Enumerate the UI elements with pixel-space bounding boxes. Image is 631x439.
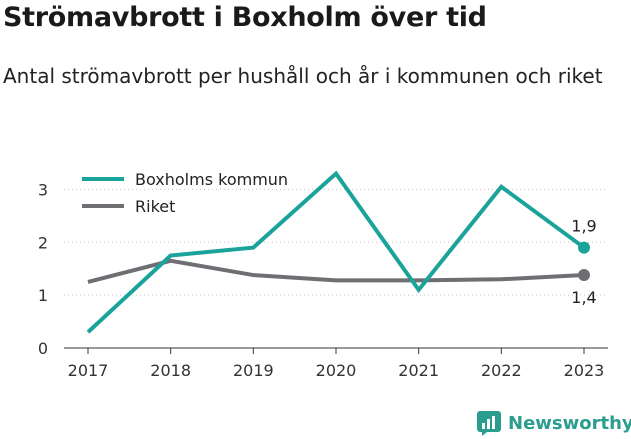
- y-tick-label: 2: [38, 233, 48, 252]
- x-tick-label: 2022: [481, 361, 522, 380]
- series-line-riket: [87, 258, 585, 284]
- series-end-point-riket: [578, 269, 590, 282]
- x-tick-label: 2023: [564, 361, 605, 380]
- legend-label: Riket: [135, 197, 175, 216]
- series-line-boxholm: [86, 170, 586, 334]
- y-tick-label: 1: [38, 286, 48, 305]
- newsworthy-logo-text: Newsworthy: [508, 412, 631, 434]
- legend-label: Boxholms kommun: [135, 170, 288, 189]
- series-end-point-boxholm: [578, 241, 590, 254]
- data-label-boxholm-2023: 1,9: [571, 217, 596, 236]
- x-tick-label: 2019: [233, 361, 274, 380]
- x-tick-label: 2021: [398, 361, 439, 380]
- x-tick-label: 2017: [68, 361, 109, 380]
- chart-title: Strömavbrott i Boxholm över tid: [3, 2, 487, 33]
- chart-subtitle: Antal strömavbrott per hushåll och år i …: [3, 64, 603, 88]
- y-tick-label: 3: [38, 180, 48, 199]
- newsworthy-logo-icon: [477, 411, 501, 436]
- newsworthy-logo: Newsworthy: [476, 408, 631, 438]
- y-tick-label: 0: [38, 339, 48, 358]
- x-tick-label: 2020: [316, 361, 357, 380]
- data-label-riket-2023: 1,4: [571, 288, 596, 307]
- x-tick-label: 2018: [150, 361, 191, 380]
